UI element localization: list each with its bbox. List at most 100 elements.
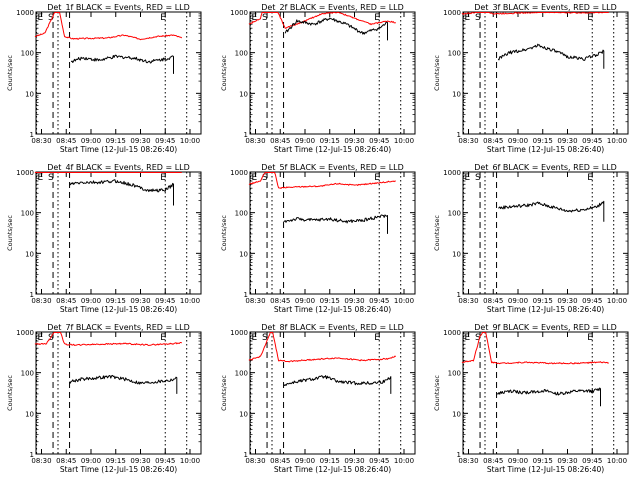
lld-series-line — [34, 332, 183, 346]
marker-label: E — [252, 13, 258, 23]
marker-label: S — [262, 173, 268, 183]
chart-title: Det_4f BLACK = Events, RED = LLD — [47, 163, 190, 172]
x-tick-label: 08:45 — [483, 297, 503, 305]
x-tick-label: 09:45 — [582, 137, 602, 145]
x-tick-label: 08:30 — [245, 297, 265, 305]
x-tick-label: 09:00 — [295, 457, 315, 465]
x-tick-label: 08:30 — [458, 137, 478, 145]
x-tick-label: 09:45 — [582, 457, 602, 465]
plot-frame — [462, 11, 629, 135]
marker-label: E — [252, 173, 258, 183]
lld-series-line — [248, 332, 397, 363]
y-tick-label: 10 — [452, 410, 461, 418]
x-tick-label: 09:15 — [106, 457, 126, 465]
x-tick-label: 08:45 — [270, 457, 290, 465]
x-tick-label: 10:00 — [180, 137, 200, 145]
marker-label: E — [38, 13, 44, 23]
x-tick-label: 10:00 — [607, 137, 627, 145]
y-tick-label: 1000 — [230, 9, 248, 17]
events-series-line — [498, 200, 605, 222]
marker-label: E — [465, 173, 471, 183]
plot-frame — [35, 171, 202, 295]
x-tick-label: 09:45 — [369, 137, 389, 145]
marker-label: E — [587, 173, 593, 183]
y-tick-label: 1000 — [443, 9, 461, 17]
lld-series-line — [34, 12, 183, 41]
x-tick-label: 08:30 — [245, 457, 265, 465]
x-tick-label: 09:30 — [344, 457, 364, 465]
events-series-line — [283, 375, 392, 394]
x-tick-label: 09:15 — [320, 137, 340, 145]
marker-label: S — [48, 13, 54, 23]
marker-label: E — [587, 13, 593, 23]
y-axis-label: Counts/sec — [220, 215, 228, 251]
chart-title: Det_3f BLACK = Events, RED = LLD — [474, 3, 617, 12]
y-axis-label: Counts/sec — [6, 55, 14, 91]
y-tick-label: 100 — [21, 50, 34, 58]
x-tick-label: 08:30 — [31, 457, 51, 465]
x-tick-label: 10:00 — [394, 297, 414, 305]
x-tick-label: 09:45 — [582, 297, 602, 305]
y-tick-label: 10 — [25, 250, 34, 258]
x-tick-label: 09:45 — [369, 297, 389, 305]
plot-frame — [35, 11, 202, 135]
x-tick-label: 09:45 — [155, 457, 175, 465]
marker-label: S — [475, 333, 481, 343]
x-tick-label: 09:30 — [130, 457, 150, 465]
y-tick-label: 100 — [21, 370, 34, 378]
marker-label: S — [48, 173, 54, 183]
marker-label: E — [465, 13, 471, 23]
x-tick-label: 09:15 — [106, 297, 126, 305]
y-tick-label: 1000 — [16, 9, 34, 17]
y-tick-label: 10 — [25, 410, 34, 418]
chart-title: Det_8f BLACK = Events, RED = LLD — [261, 323, 404, 332]
y-axis-label: Counts/sec — [220, 375, 228, 411]
x-tick-label: 08:45 — [483, 137, 503, 145]
x-tick-label: 09:30 — [557, 457, 577, 465]
x-tick-label: 09:15 — [320, 457, 340, 465]
x-tick-label: 10:00 — [607, 297, 627, 305]
marker-label: E — [374, 173, 380, 183]
marker-label: E — [587, 333, 593, 343]
y-tick-label: 100 — [235, 50, 248, 58]
plot-frame — [462, 171, 629, 295]
panel-4: Det_4f BLACK = Events, RED = LLD 1 10 100 10… — [6, 163, 202, 314]
marker-label: S — [475, 173, 481, 183]
y-tick-label: 1000 — [443, 329, 461, 337]
events-series-line — [70, 54, 174, 74]
y-tick-label: 100 — [448, 50, 461, 58]
y-tick-label: 1 — [244, 131, 248, 139]
plot-frame — [249, 11, 416, 135]
x-tick-label: 08:30 — [31, 137, 51, 145]
x-tick-label: 09:15 — [320, 297, 340, 305]
x-axis-label: Start Time (12-Jul-15 08:26:40) — [274, 465, 391, 474]
panel-8: Det_8f BLACK = Events, RED = LLD 1 10 100 10… — [220, 323, 416, 474]
x-axis-label: Start Time (12-Jul-15 08:26:40) — [274, 305, 391, 314]
marker-label: E — [160, 173, 166, 183]
y-axis-label: Counts/sec — [433, 55, 441, 91]
x-tick-label: 09:15 — [533, 297, 553, 305]
y-tick-label: 100 — [235, 370, 248, 378]
x-tick-label: 08:30 — [458, 457, 478, 465]
x-tick-label: 09:00 — [508, 297, 528, 305]
chart-title: Det_1f BLACK = Events, RED = LLD — [47, 3, 190, 12]
events-series-line — [283, 214, 388, 234]
x-tick-label: 08:45 — [270, 297, 290, 305]
plot-frame — [249, 171, 416, 295]
events-series-line — [69, 179, 174, 206]
x-axis-label: Start Time (12-Jul-15 08:26:40) — [60, 305, 177, 314]
x-tick-label: 08:30 — [458, 297, 478, 305]
x-tick-label: 08:45 — [56, 297, 76, 305]
marker-label: S — [262, 13, 268, 23]
y-tick-label: 1000 — [16, 329, 34, 337]
x-tick-label: 09:00 — [81, 457, 101, 465]
x-tick-label: 09:15 — [533, 457, 553, 465]
y-tick-label: 1 — [244, 291, 248, 299]
panel-5: Det_5f BLACK = Events, RED = LLD 1 10 100 10… — [220, 163, 416, 314]
marker-label: E — [160, 13, 166, 23]
y-axis-label: Counts/sec — [220, 55, 228, 91]
chart-title: Det_7f BLACK = Events, RED = LLD — [47, 323, 190, 332]
marker-label: E — [38, 173, 44, 183]
lld-series-line — [461, 12, 609, 15]
